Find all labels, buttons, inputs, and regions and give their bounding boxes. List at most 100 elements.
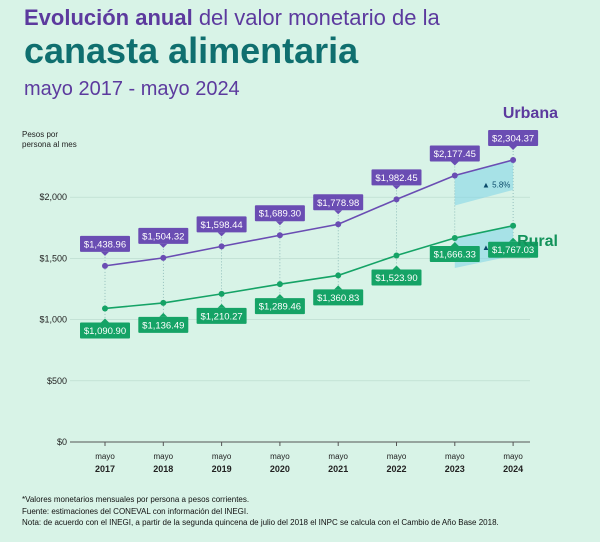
data-point-rural bbox=[335, 272, 342, 279]
value-label-rural: $1,523.90 bbox=[371, 265, 422, 286]
title-line-1: Evolución anual del valor monetario de l… bbox=[24, 5, 440, 31]
title-rest: del valor monetario de la bbox=[192, 5, 440, 30]
data-point-rural bbox=[393, 252, 400, 259]
value-label-box bbox=[313, 289, 364, 306]
chart-title: canasta alimentaria bbox=[24, 30, 359, 71]
value-label-rural: $1,210.27 bbox=[196, 303, 247, 324]
x-tick-label-year: 2023 bbox=[445, 464, 465, 474]
value-label-box bbox=[254, 298, 305, 315]
x-tick-label-month: mayo bbox=[503, 452, 523, 461]
data-point-urbana bbox=[510, 156, 517, 163]
x-tick-label-year: 2018 bbox=[153, 464, 173, 474]
footnotes: *Valores monetarios mensuales por person… bbox=[22, 494, 499, 529]
value-label: $2,177.45 bbox=[434, 149, 476, 160]
value-label: $1,523.90 bbox=[375, 273, 417, 284]
value-label: $1,438.96 bbox=[84, 239, 126, 250]
value-label-pointer bbox=[159, 243, 168, 248]
x-tick-label-year: 2017 bbox=[95, 464, 115, 474]
x-tick-label-month: mayo bbox=[212, 452, 232, 461]
value-label-urbana: $1,598.44 bbox=[196, 216, 247, 237]
line-chart: $0 $500 $1,000 $1,500 $2,000 mayo 2017 mayo 2018… bbox=[39, 105, 558, 474]
series-name-rural: Rural bbox=[517, 233, 558, 250]
value-label: $1,666.33 bbox=[434, 250, 476, 261]
value-label-box bbox=[196, 307, 247, 324]
x-tick-label-month: mayo bbox=[387, 452, 407, 461]
value-label-pointer bbox=[101, 318, 109, 323]
value-label-pointer bbox=[275, 221, 284, 226]
series-name-urbana: Urbana bbox=[503, 105, 558, 122]
value-label-box bbox=[313, 194, 364, 211]
value-label-pointer bbox=[275, 294, 284, 299]
x-tick-label-year: 2020 bbox=[270, 464, 290, 474]
data-point-rural bbox=[276, 281, 283, 288]
data-point-urbana bbox=[276, 232, 283, 239]
value-label-urbana: $1,689.30 bbox=[254, 205, 305, 226]
value-label: $1,767.03 bbox=[492, 245, 534, 256]
value-label-urbana: $1,438.96 bbox=[80, 235, 130, 256]
footnote: Fuente: estimaciones del CONEVAL con inf… bbox=[22, 506, 249, 516]
value-label-pointer bbox=[450, 161, 459, 166]
value-label-box bbox=[429, 246, 480, 263]
data-point-rural bbox=[102, 305, 108, 312]
x-tick-label-year: 2024 bbox=[503, 464, 523, 474]
series-line-rural bbox=[104, 224, 514, 310]
value-label-pointer bbox=[334, 285, 343, 290]
value-label: $1,090.90 bbox=[84, 326, 126, 337]
x-tick-label-year: 2019 bbox=[212, 464, 232, 474]
y-tick-label: $2,000 bbox=[39, 192, 67, 202]
value-label-pointer bbox=[101, 251, 109, 256]
y-tick-label: $1,500 bbox=[39, 253, 67, 263]
x-tick-label-month: mayo bbox=[328, 452, 348, 461]
value-label-rural: $1,090.90 bbox=[80, 318, 130, 339]
x-tick-label-month: mayo bbox=[270, 452, 290, 461]
value-label-pointer bbox=[509, 145, 518, 150]
value-label-box bbox=[488, 241, 539, 258]
value-label: $1,360.83 bbox=[317, 293, 359, 304]
value-label-box bbox=[80, 322, 130, 339]
value-label-pointer bbox=[450, 242, 459, 247]
data-point-rural bbox=[510, 222, 517, 229]
value-label-pointer bbox=[392, 185, 401, 190]
y-tick-label: $500 bbox=[47, 376, 67, 386]
x-tick-label-month: mayo bbox=[95, 452, 115, 461]
value-label-urbana: $2,304.37 bbox=[488, 129, 539, 150]
value-label-rural: $1,767.03 bbox=[488, 237, 539, 258]
value-label-pointer bbox=[217, 232, 226, 237]
value-label: $1,778.98 bbox=[317, 198, 359, 209]
change-label-urbana: ▲ 5.8% bbox=[482, 180, 510, 189]
value-label-rural: $1,289.46 bbox=[254, 294, 305, 315]
data-point-rural bbox=[160, 299, 167, 306]
y-axis-label: Pesos por persona al mes bbox=[22, 130, 77, 149]
value-label-rural: $1,136.49 bbox=[138, 312, 189, 333]
value-label-pointer bbox=[334, 210, 343, 215]
value-label-box bbox=[371, 169, 422, 186]
value-label: $1,136.49 bbox=[142, 320, 184, 331]
value-label-box bbox=[138, 316, 189, 333]
y-tick-label: $0 bbox=[57, 437, 67, 447]
value-label: $1,289.46 bbox=[259, 302, 301, 313]
x-tick-label-year: 2021 bbox=[328, 464, 348, 474]
footnote: Nota: de acuerdo con el INEGI, a partir … bbox=[22, 518, 499, 527]
x-tick-label-month: mayo bbox=[445, 452, 465, 461]
data-point-urbana bbox=[393, 196, 400, 203]
value-label-box bbox=[488, 129, 539, 146]
data-point-urbana bbox=[102, 262, 108, 269]
value-label-urbana: $1,504.32 bbox=[138, 227, 189, 248]
value-label-box bbox=[254, 205, 305, 222]
value-label-rural: $1,360.83 bbox=[313, 285, 364, 306]
y-tick-label: $1,000 bbox=[39, 315, 67, 325]
value-label-box bbox=[80, 235, 130, 252]
value-label: $2,304.37 bbox=[492, 133, 534, 144]
series-line-urbana bbox=[104, 159, 514, 267]
data-point-urbana bbox=[218, 243, 225, 250]
value-label-box bbox=[371, 269, 422, 286]
data-point-urbana bbox=[160, 254, 167, 261]
value-label: $1,689.30 bbox=[259, 209, 301, 220]
value-label: $1,982.45 bbox=[375, 173, 417, 184]
data-point-urbana bbox=[335, 221, 342, 228]
value-label-pointer bbox=[509, 237, 518, 242]
x-tick-label-year: 2022 bbox=[386, 464, 406, 474]
title-bold: Evolución anual bbox=[24, 5, 193, 30]
data-point-urbana bbox=[451, 172, 458, 179]
data-point-rural bbox=[218, 290, 225, 297]
